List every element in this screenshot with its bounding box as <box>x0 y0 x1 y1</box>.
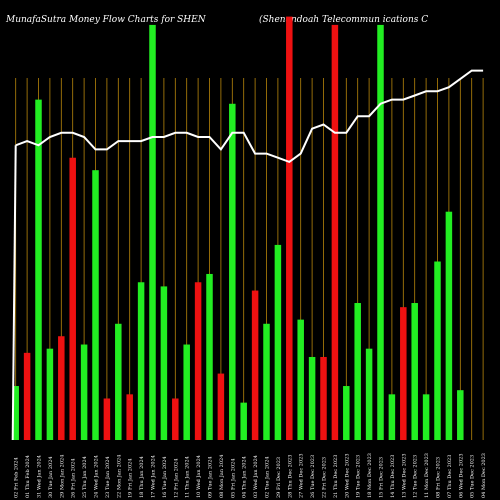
x-tick-label: 07 Thu Dec 2023 <box>447 455 453 498</box>
x-tick-label: 31 Wed Jan 2024 <box>37 455 43 498</box>
x-tick-label: 30 Tue Jan 2024 <box>48 456 54 498</box>
x-tick-label: 15 Fri Dec 2023 <box>379 457 385 498</box>
x-tick-label: 01 Thu Feb 2024 <box>25 455 31 498</box>
bar <box>274 244 282 440</box>
x-tick-label: 29 Mon Jan 2024 <box>59 455 65 498</box>
bar <box>434 261 441 440</box>
bar <box>445 211 453 440</box>
x-tick-label: 04 Mon Dec 2023 <box>481 453 487 498</box>
bar <box>354 303 361 440</box>
bar <box>229 103 236 440</box>
bar <box>331 24 339 440</box>
x-tick-label: 08 Mon Jan 2024 <box>219 455 225 498</box>
bar <box>172 398 179 440</box>
bar <box>251 290 259 440</box>
bar <box>343 386 350 440</box>
bar <box>308 356 316 440</box>
bar <box>149 24 156 440</box>
x-tick-label: 24 Wed Jan 2024 <box>94 455 100 498</box>
bar <box>388 394 396 440</box>
bar <box>137 282 145 440</box>
bar <box>58 336 65 440</box>
x-tick-label: 14 Thu Dec 2023 <box>390 455 396 498</box>
bar <box>206 273 213 440</box>
bar <box>160 286 168 440</box>
x-tick-label: 05 Tue Dec 2023 <box>470 455 476 498</box>
x-tick-label: 10 Wed Jan 2024 <box>196 455 202 498</box>
bar <box>377 24 384 440</box>
x-tick-label: 23 Tue Jan 2024 <box>105 456 111 498</box>
x-tick-label: 25 Thu Jan 2024 <box>82 456 88 498</box>
x-tick-label: 03 Wed Jan 2024 <box>253 455 259 498</box>
x-tick-label: 28 Thu Dec 2023 <box>287 455 293 498</box>
bar <box>126 394 133 440</box>
x-tick-label: 11 Thu Jan 2024 <box>185 456 191 498</box>
bar <box>183 344 190 440</box>
bar <box>217 373 225 440</box>
price-line <box>15 69 484 164</box>
bar <box>422 394 430 440</box>
x-tick-label: 27 Wed Dec 2023 <box>299 453 305 498</box>
bar <box>297 319 304 440</box>
x-tick-label: 29 Fri Dec 2023 <box>276 457 282 498</box>
x-tick-label: 22 Fri Dec 2023 <box>322 457 328 498</box>
bar <box>103 398 111 440</box>
bar <box>46 348 54 440</box>
bar <box>35 99 42 440</box>
x-tick-label: 17 Wed Jan 2024 <box>151 455 157 498</box>
bar <box>400 307 407 440</box>
x-tick-label: 18 Thu Jan 2024 <box>139 456 145 498</box>
price-line-start <box>11 145 17 441</box>
bar <box>194 282 202 440</box>
x-tick-label: 19 Tue Dec 2023 <box>356 455 362 498</box>
bar <box>286 16 293 441</box>
bar <box>240 402 247 440</box>
x-tick-label: 08 Fri Dec 2023 <box>436 457 442 498</box>
bar <box>365 348 373 440</box>
bar <box>12 386 19 440</box>
x-tick-label: 13 Wed Dec 2023 <box>401 453 407 498</box>
bar <box>80 344 88 440</box>
x-tick-label: 20 Wed Dec 2023 <box>344 453 350 498</box>
x-tick-label: 06 Wed Dec 2023 <box>458 453 464 498</box>
x-tick-label: 09 Tue Jan 2024 <box>208 456 214 498</box>
x-tick-label: 02 Tue Jan 2024 <box>265 456 271 498</box>
x-tick-label: 04 Thu Jan 2024 <box>242 456 248 498</box>
bar <box>411 303 418 440</box>
bar <box>115 323 122 440</box>
x-tick-label: 12 Fri Jan 2024 <box>173 458 179 498</box>
bar <box>92 170 99 441</box>
x-tick-label: 12 Tue Dec 2023 <box>413 455 419 498</box>
bar <box>320 356 327 440</box>
x-tick-label: 26 Tue Dec 2023 <box>310 455 316 498</box>
x-tick-label: 11 Mon Dec 2023 <box>424 453 430 498</box>
bar <box>263 323 270 440</box>
x-tick-label: 22 Mon Jan 2024 <box>116 455 122 498</box>
bar <box>23 352 31 440</box>
x-tick-label: 18 Mon Dec 2023 <box>367 453 373 498</box>
x-tick-label: 21 Thu Dec 2023 <box>333 455 339 498</box>
chart-title: MunafaSutra Money Flow Charts for SHEN <box>6 15 206 25</box>
x-tick-label: 02 Fri Feb 2024 <box>14 457 20 498</box>
bar <box>457 390 464 440</box>
x-tick-label: 16 Tue Jan 2024 <box>162 456 168 498</box>
bar <box>69 157 76 441</box>
x-tick-label: 26 Fri Jan 2024 <box>71 458 77 498</box>
chart-subtitle: (Shenandoah Telecommun ications C <box>259 15 429 25</box>
x-tick-label: 19 Fri Jan 2024 <box>128 458 134 498</box>
x-tick-label: 05 Fri Jan 2024 <box>230 458 236 498</box>
